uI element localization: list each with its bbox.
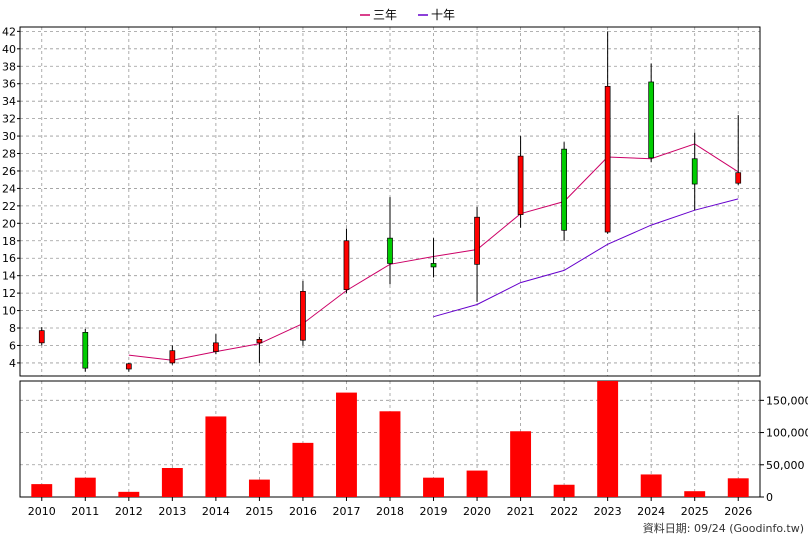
volume-bar — [510, 431, 532, 497]
candle-body — [517, 155, 524, 215]
price-tick-label: 20 — [2, 217, 16, 230]
price-tick-label: 12 — [2, 287, 16, 300]
x-tick-label: 2016 — [289, 505, 317, 518]
candle-body — [82, 332, 89, 369]
volume-axis-ticks: 0 50,000 100,000 150,000 — [760, 394, 808, 504]
x-tick-label: 2025 — [681, 505, 709, 518]
price-tick-label: 36 — [2, 78, 16, 91]
candle-body — [604, 85, 611, 233]
volume-bar — [31, 484, 53, 497]
price-tick-label: 40 — [2, 43, 16, 56]
volume-bar — [205, 416, 227, 497]
volume-bar — [640, 474, 662, 497]
candle-body — [125, 363, 132, 370]
price-tick-label: 4 — [9, 357, 16, 370]
candle-body — [343, 240, 350, 290]
x-tick-label: 2020 — [463, 505, 491, 518]
volume-bar — [423, 477, 444, 497]
volume-bar — [161, 468, 183, 497]
candle-body — [387, 237, 393, 264]
price-tick-label: 38 — [2, 60, 16, 73]
x-tick-label: 2011 — [71, 505, 99, 518]
legend: 三年 十年 — [360, 8, 455, 22]
price-tick-label: 10 — [2, 305, 16, 318]
volume-bar — [466, 470, 488, 497]
legend-ma3-label: 三年 — [373, 8, 397, 22]
candle-body — [735, 172, 742, 184]
volume-tick-label: 50,000 — [766, 459, 805, 472]
candle-body — [300, 291, 306, 341]
x-tick-label: 2019 — [420, 505, 448, 518]
volume-tick-label: 0 — [766, 491, 773, 504]
x-tick-label: 2024 — [637, 505, 665, 518]
source-credit: 資料日期: 09/24 (Goodinfo.tw) — [642, 522, 804, 535]
price-tick-label: 8 — [9, 322, 16, 335]
x-tick-label: 2022 — [550, 505, 578, 518]
volume-bar — [597, 381, 619, 497]
volume-tick-label: 100,000 — [766, 427, 808, 440]
x-tick-label: 2018 — [376, 505, 404, 518]
volume-bar — [727, 478, 749, 497]
volume-bar — [336, 392, 357, 497]
candle-body — [213, 342, 219, 352]
price-tick-label: 34 — [2, 95, 16, 108]
x-tick-label: 2010 — [28, 505, 56, 518]
candle-body — [561, 148, 567, 231]
price-tick-label: 30 — [2, 130, 16, 143]
x-tick-label: 2012 — [115, 505, 143, 518]
volume-bar — [553, 484, 575, 497]
price-panel-frame — [19, 26, 761, 377]
price-tick-label: 16 — [2, 252, 16, 265]
price-tick-label: 28 — [2, 148, 16, 161]
x-tick-label: 2017 — [332, 505, 360, 518]
volume-bar — [684, 491, 706, 497]
year-axis-ticks: 2010 2011 2012 2013 2014 2015 2016 2017 2018 2019… — [28, 497, 752, 518]
x-tick-label: 2021 — [507, 505, 535, 518]
volume-bar — [292, 442, 314, 497]
x-tick-label: 2026 — [724, 505, 752, 518]
candlesticks — [38, 31, 742, 372]
candle-body — [648, 81, 655, 159]
price-tick-label: 18 — [2, 235, 16, 248]
candle-body — [430, 263, 437, 268]
legend-ma10-label: 十年 — [431, 8, 455, 22]
price-tick-label: 14 — [2, 270, 16, 283]
price-tick-label: 24 — [2, 182, 16, 195]
volume-bar — [118, 491, 140, 497]
candle-body — [38, 330, 45, 344]
price-tick-label: 6 — [9, 339, 16, 352]
volume-bar — [248, 479, 270, 497]
candle-body — [691, 158, 698, 185]
candle-body — [169, 350, 176, 364]
volume-bars — [31, 381, 749, 497]
candle-body — [474, 216, 480, 265]
price-tick-label: 42 — [2, 25, 16, 38]
volume-bar — [379, 411, 401, 497]
price-tick-label: 26 — [2, 165, 16, 178]
volume-tick-label: 150,000 — [766, 394, 808, 407]
x-tick-label: 2015 — [245, 505, 273, 518]
price-tick-label: 32 — [2, 113, 16, 126]
ma-10yr-line — [433, 198, 739, 318]
price-tick-label: 22 — [2, 200, 16, 213]
candle-body — [256, 339, 263, 344]
x-tick-label: 2013 — [158, 505, 186, 518]
volume-bar — [74, 477, 96, 497]
price-axis-ticks: 4 6 8 10 12 14 16 18 20 22 24 26 28 30 32 34 36 38 40 42 — [2, 25, 20, 370]
x-tick-label: 2023 — [594, 505, 622, 518]
x-tick-label: 2014 — [202, 505, 230, 518]
